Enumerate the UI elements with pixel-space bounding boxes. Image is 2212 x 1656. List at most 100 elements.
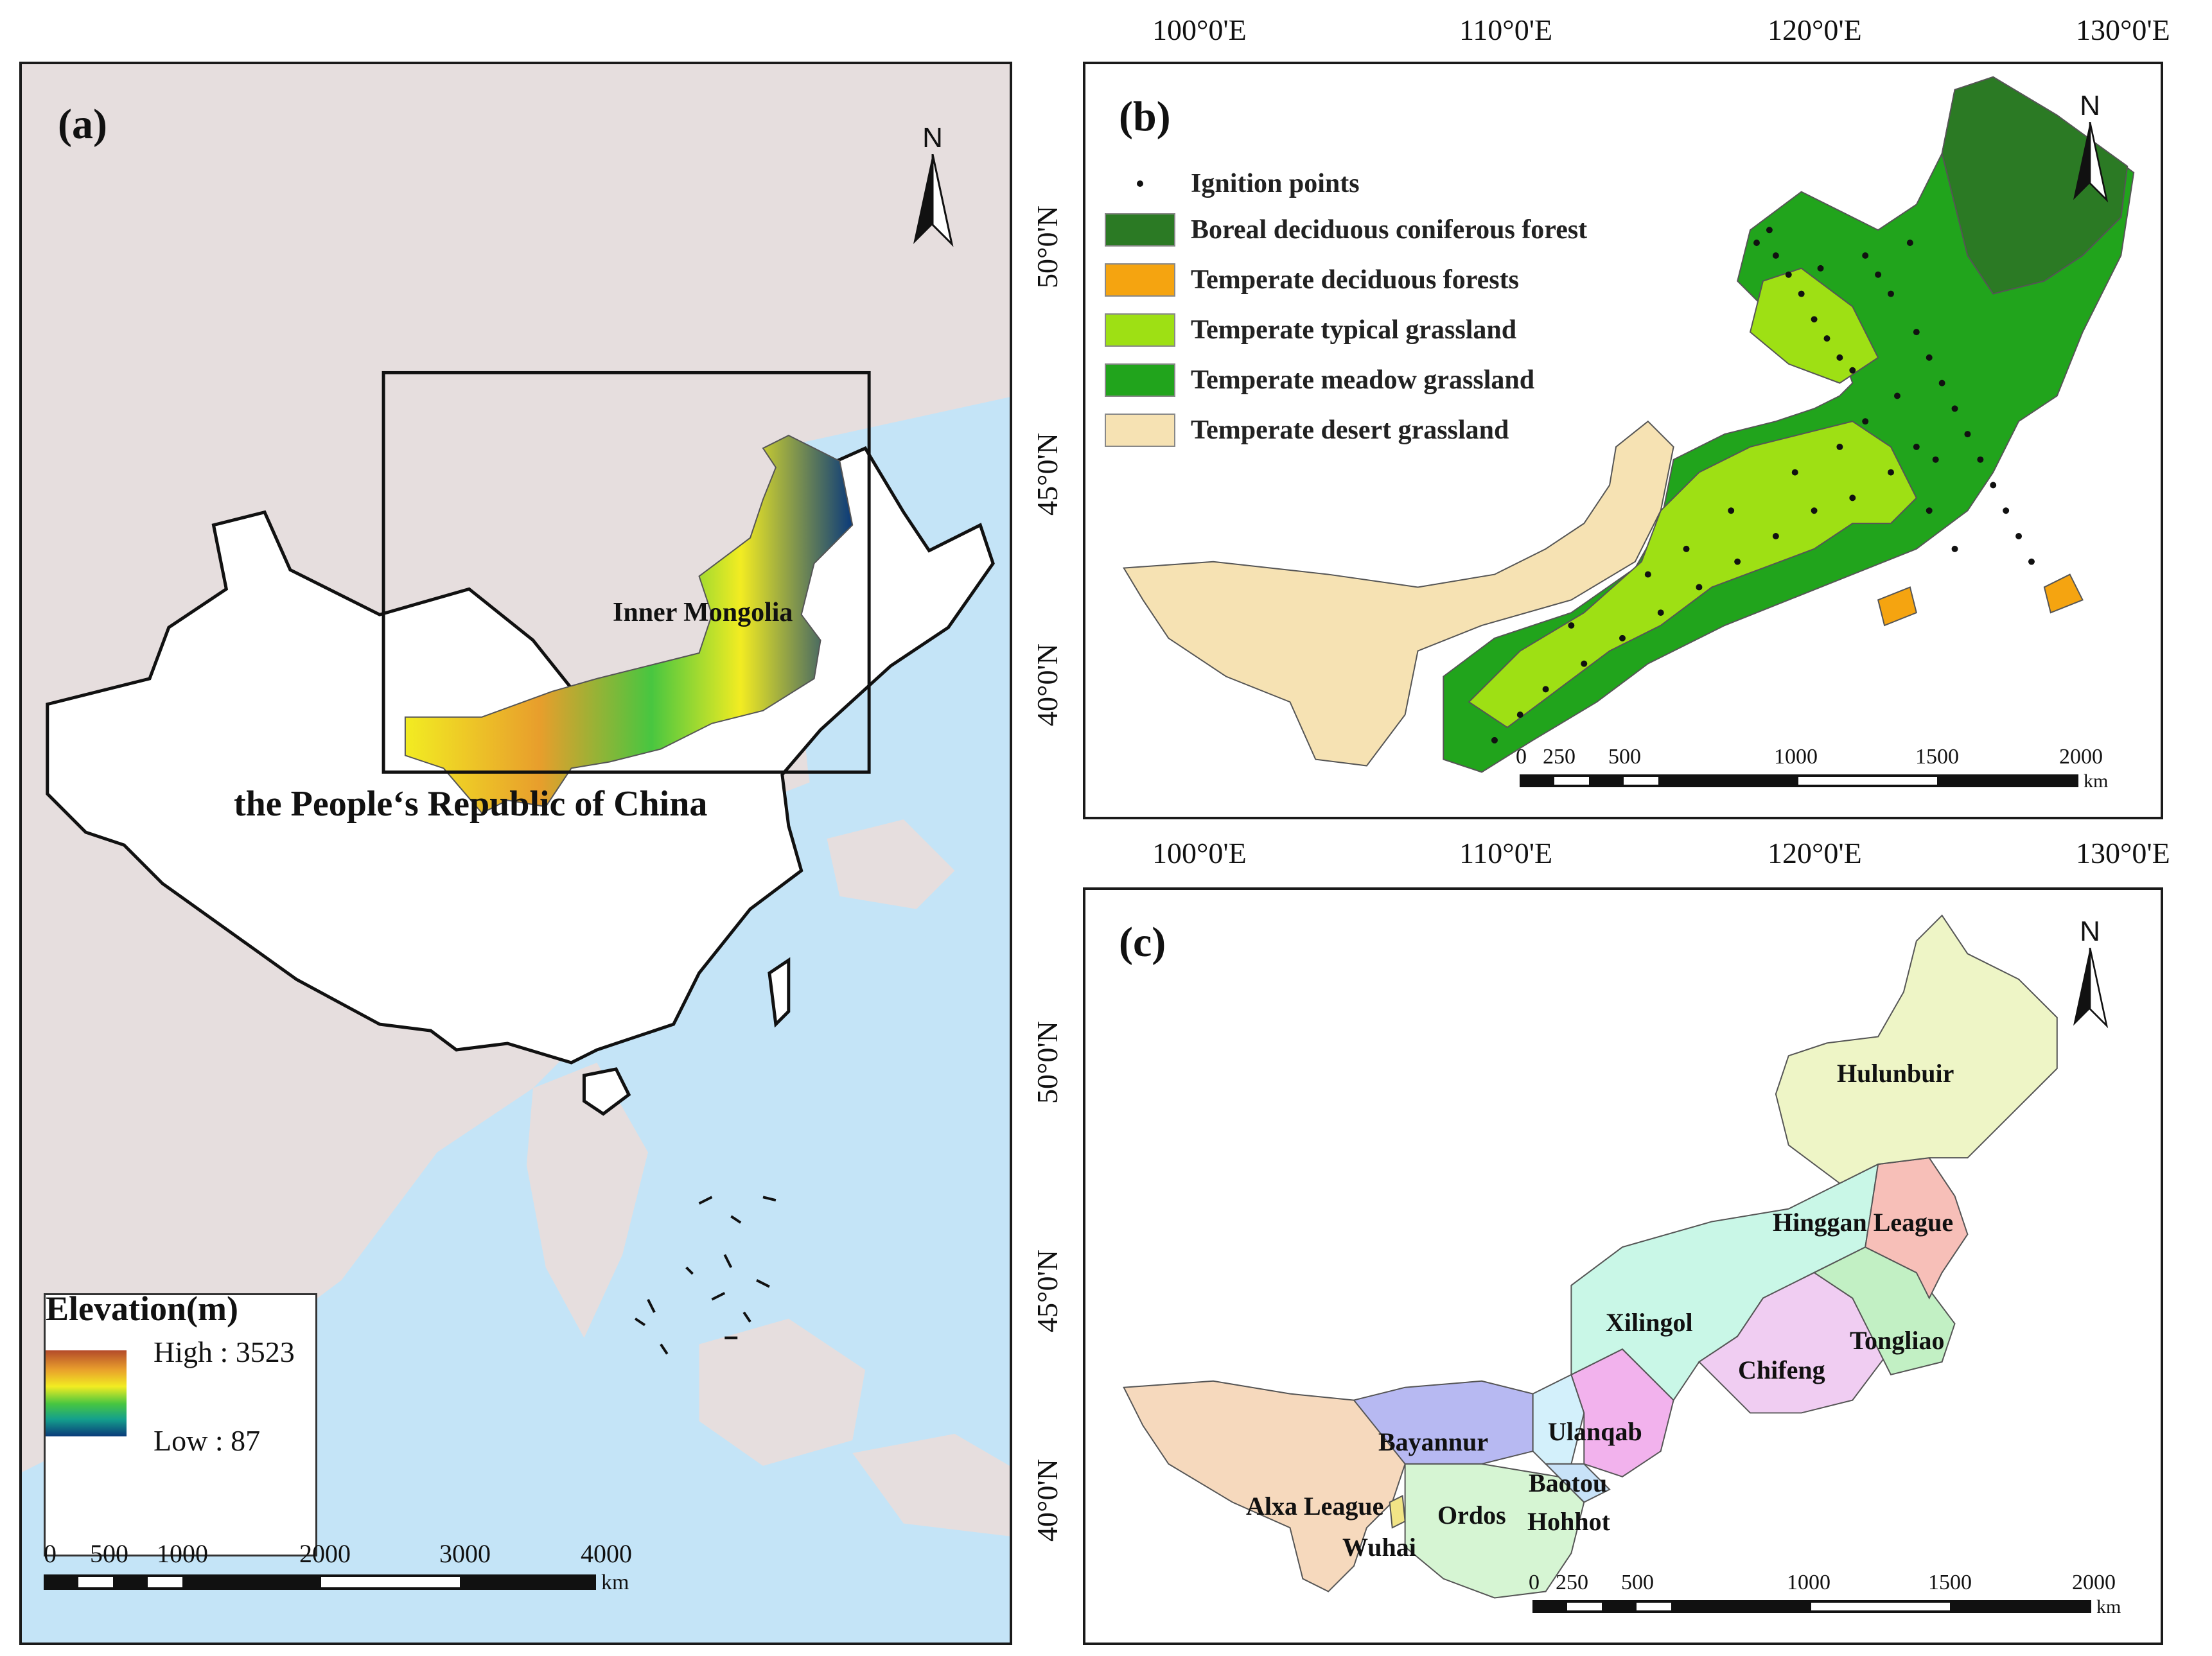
scale-bar-graphic [1532,1600,2091,1613]
scale-bar-a: 0 500 1000 2000 3000 4000 km [44,1538,686,1603]
north-arrow: N [2064,90,2116,218]
scale-tick: 500 [1608,745,1641,769]
overview-map-panel: (a) N Inner Mongolia the People‘s Republ… [19,62,1012,1645]
scale-tick: 4000 [581,1539,632,1568]
lon-tick-bottom: 100°0'E [1152,837,1247,869]
lat-tick: 45°0'N [1030,1250,1064,1332]
scale-tick: 1000 [1787,1571,1830,1594]
scale-tick: 0 [1516,745,1527,769]
legend-label: Temperate meadow grassland [1191,365,1535,395]
region-label-xilingol: Xilingol [1606,1308,1693,1337]
dot-icon [1137,180,1143,187]
region-alxa [1123,1380,1406,1592]
boreal-forest-area [1941,76,2129,295]
deciduous-forest-area [2043,573,2084,614]
region-label-wuhai: Wuhai [1342,1533,1416,1562]
north-label: N [2080,90,2100,121]
administrative-map-panel: (c) N Hulunbuir Hinggan League Xilingol … [1083,887,2163,1645]
lat-tick: 50°0'N [1030,205,1064,288]
legend-swatch [1105,313,1175,347]
north-arrow-icon [2073,121,2109,203]
legend-swatch [1105,414,1175,447]
scale-tick: 500 [1621,1571,1654,1594]
legend-low: Low : 87 [154,1424,261,1457]
lon-tick-top: 110°0'E [1459,13,1553,46]
vegetation-legend: Ignition points Boreal deciduous conifer… [1085,167,1663,527]
scale-tick: 0 [44,1539,57,1568]
administrative-map-canvas [1123,914,2058,1599]
taiwan-outline [768,957,791,1028]
scale-tick: 1500 [1915,745,1959,769]
vegetation-map-panel: (b) N Ignition points Boreal deciduous c… [1083,62,2163,819]
legend-label: Temperate deciduous forests [1191,265,1519,295]
typical-grassland-area [1749,267,1879,384]
scale-tick: 3000 [439,1539,491,1568]
scale-tick: 1000 [157,1539,208,1568]
lon-tick-bottom: 110°0'E [1459,837,1553,869]
scale-tick: 500 [90,1539,128,1568]
region-label-baotou: Baotou [1529,1469,1608,1497]
legend-label: Temperate desert grassland [1191,415,1509,445]
north-arrow: N [907,122,958,250]
scale-bar-graphic [1520,774,2078,787]
scale-tick: 1500 [1928,1571,1972,1594]
north-arrow-icon [2073,947,2109,1029]
scale-unit: km [2096,1596,2121,1617]
peninsula-land [526,1062,648,1338]
island-land [827,819,955,909]
lat-tick: 50°0'N [1030,1021,1064,1104]
legend-label: Boreal deciduous coniferous forest [1191,215,1588,245]
scale-tick: 0 [1529,1571,1540,1594]
region-label-hulunbuir: Hulunbuir [1837,1059,1954,1088]
scale-tick: 2000 [299,1539,351,1568]
region-label-hohhot: Hohhot [1527,1507,1610,1536]
region-hohhot [1544,1463,1611,1503]
ignition-points [1491,227,2035,744]
scale-bar-graphic [44,1574,596,1590]
elevation-legend: Elevation(m) High : 3523 Low : 87 [44,1289,317,1556]
region-label-chifeng: Chifeng [1738,1355,1825,1384]
north-label: N [922,122,943,153]
scale-tick: 250 [1543,745,1576,769]
vegetation-map-canvas [1123,76,2135,773]
scale-tick: 2000 [2072,1571,2116,1594]
legend-title: Elevation(m) [46,1289,238,1328]
lat-tick: 40°0'N [1030,643,1064,726]
lat-tick: 40°0'N [1030,1459,1064,1542]
island-land [699,1318,866,1466]
scale-tick: 250 [1556,1571,1588,1594]
scale-tick: 1000 [1774,745,1818,769]
panel-b-label: (b) [1119,93,1171,140]
region-label-ulanqab: Ulanqab [1548,1417,1642,1446]
scale-bar-b: 0 250 500 1000 1500 2000 km [1516,745,2158,809]
north-arrow-icon [913,153,954,247]
panel-c-label: (c) [1119,919,1166,966]
scale-tick: 2000 [2059,745,2103,769]
panel-a-label: (a) [58,101,107,148]
scale-bar-c: 0 250 500 1000 1500 2000 km [1529,1571,2158,1635]
island-marks [634,1196,777,1355]
region-ordos [1404,1463,1585,1599]
lon-tick-top: 130°0'E [2076,13,2170,46]
lon-tick-top: 100°0'E [1152,13,1247,46]
china-label: the People‘s Republic of China [234,784,708,824]
region-label-tongliao: Tongliao [1850,1326,1945,1355]
desert-grassland-area [1123,420,1674,767]
region-label-alxa: Alxa League [1246,1492,1384,1521]
scale-unit: km [2084,771,2109,792]
lat-tick: 45°0'N [1030,433,1064,516]
region-wuhai [1389,1495,1406,1529]
region-label-hinggan: Hinggan League [1773,1208,1954,1237]
elevation-color-ramp [46,1350,127,1436]
deciduous-forest-area [1877,586,1917,627]
typical-grassland-area [1468,421,1918,729]
legend-label: Ignition points [1191,169,1360,198]
legend-swatch [1105,363,1175,397]
region-label-bayannur: Bayannur [1378,1427,1489,1456]
inner-mongolia-label: Inner Mongolia [613,598,793,627]
legend-swatch [1105,213,1175,247]
lon-tick-bottom: 120°0'E [1768,837,1862,869]
region-hulunbuir [1775,914,2058,1185]
scale-unit: km [601,1571,629,1594]
hainan-outline [582,1067,631,1116]
